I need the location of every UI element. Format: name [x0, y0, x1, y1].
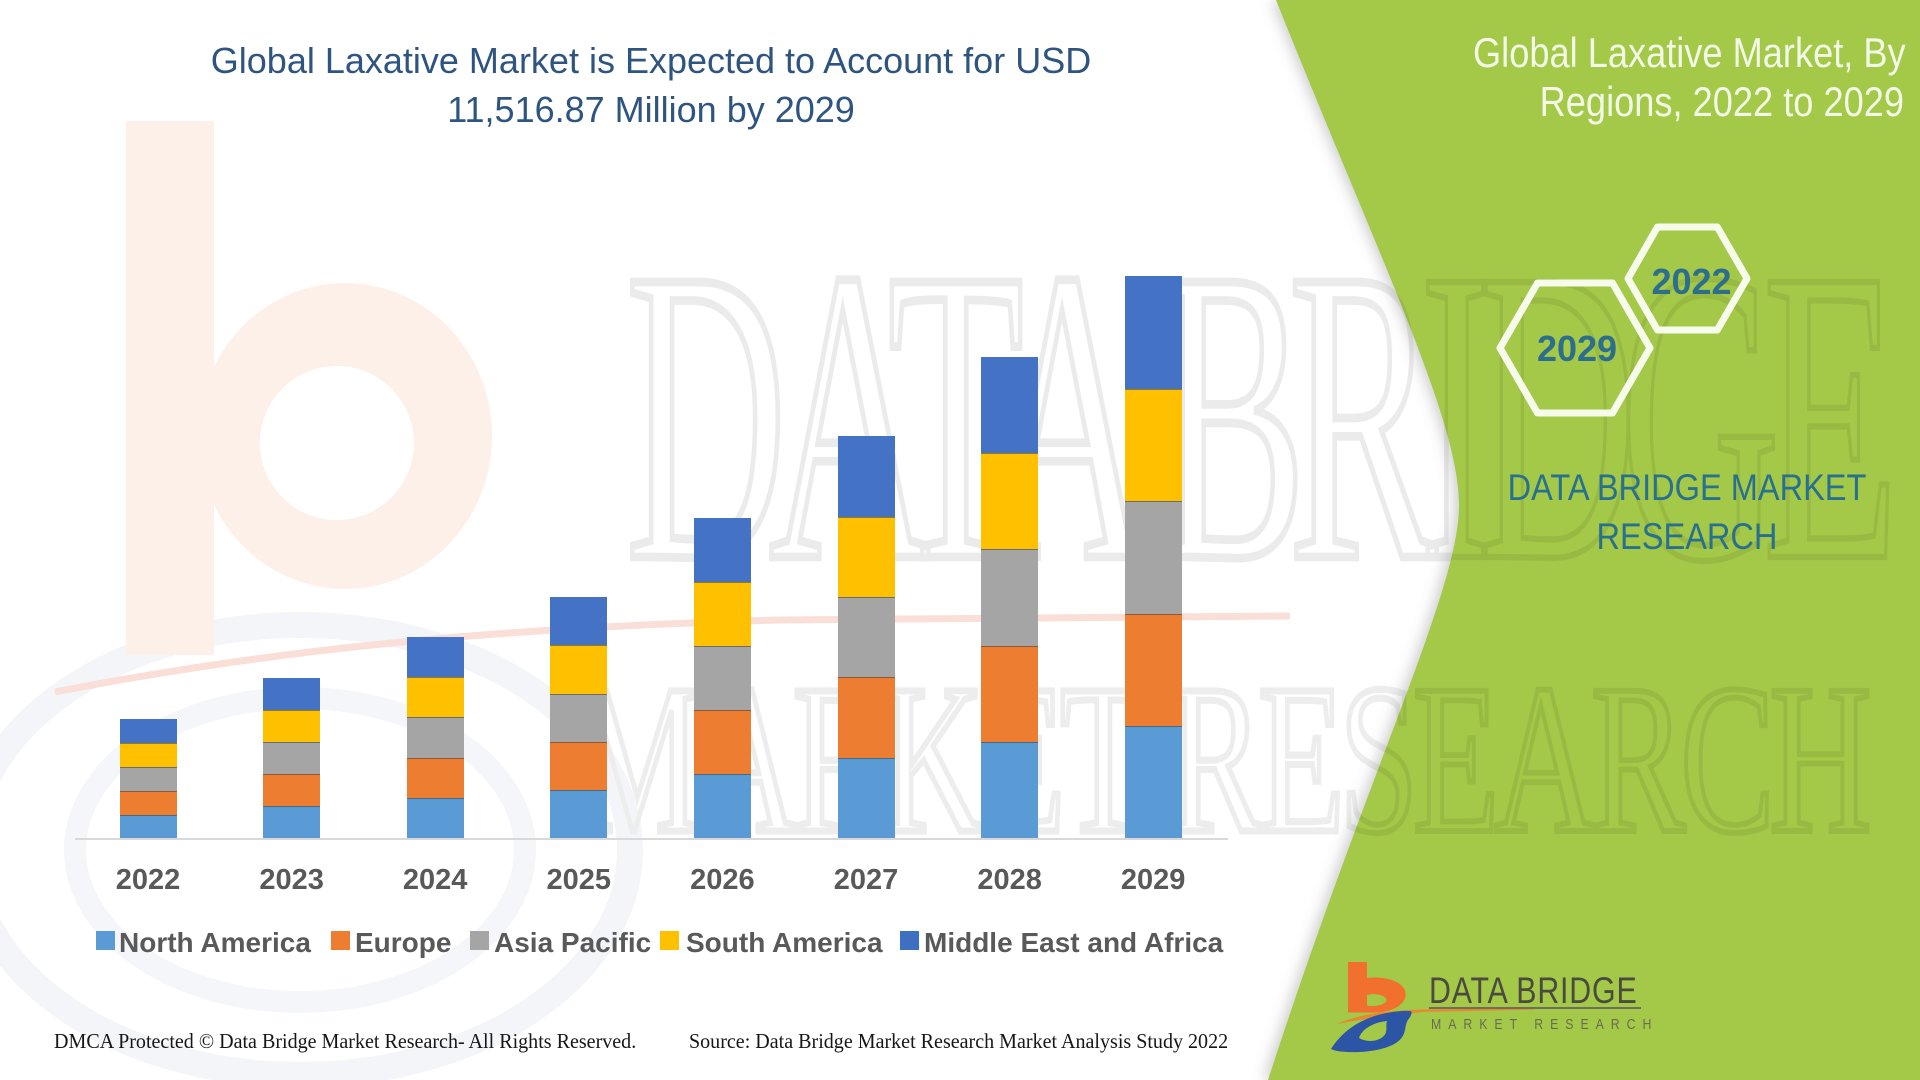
- svg-text:MARKET RESEARCH: MARKET RESEARCH: [575, 641, 1868, 878]
- svg-text:DATA BRIDGE: DATA BRIDGE: [626, 182, 1888, 648]
